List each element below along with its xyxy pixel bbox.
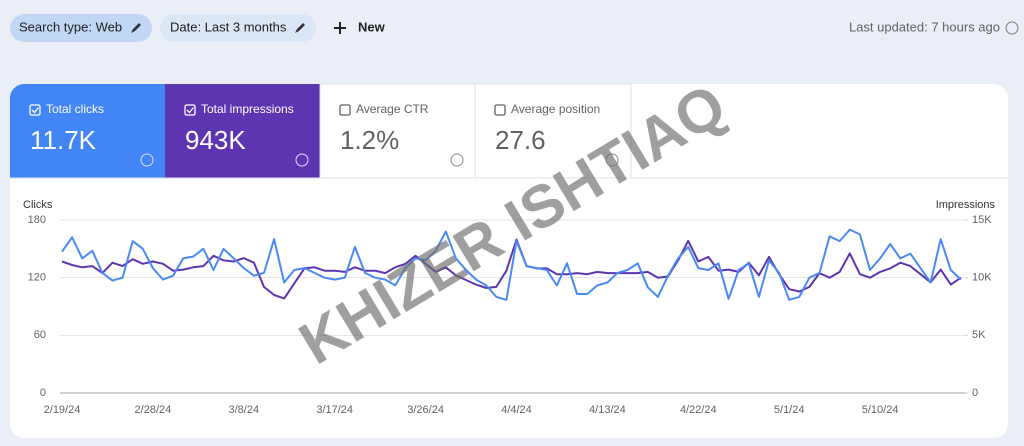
x-tick-label: 4/22/24	[680, 404, 717, 416]
card-ctr[interactable]	[319, 83, 476, 179]
x-tick-label: 3/26/24	[407, 404, 444, 416]
card-impressions[interactable]	[165, 84, 320, 178]
check-mark	[186, 107, 195, 114]
y2-tick-label: 5K	[972, 329, 986, 341]
metric-label: Average CTR	[356, 102, 429, 116]
checkbox	[494, 104, 506, 116]
last-updated: Last updated: 7 hours ago	[849, 19, 1000, 34]
checkbox	[339, 104, 351, 116]
checkbox	[29, 104, 41, 116]
card-position[interactable]	[474, 83, 632, 179]
date-chip[interactable]	[160, 14, 316, 42]
y-tick-label: 180	[28, 214, 46, 226]
metric-value: 27.6	[495, 125, 546, 155]
edit-icon	[295, 23, 305, 33]
help-icon	[295, 153, 309, 167]
x-tick-label: 5/10/24	[862, 404, 899, 416]
metric-value: 1.2%	[340, 125, 399, 155]
edit-icon	[131, 23, 141, 33]
checkbox	[184, 104, 196, 116]
metric-label: Average position	[511, 102, 600, 116]
y-tick-label: 60	[34, 329, 46, 341]
help-icon	[605, 153, 619, 167]
date-label: Date: Last 3 months	[170, 19, 287, 34]
x-tick-label: 4/13/24	[589, 404, 626, 416]
card-clicks[interactable]	[10, 84, 165, 178]
y-axis-title: Clicks	[23, 199, 53, 211]
metric-label: Total impressions	[201, 102, 294, 116]
search-type-label: Search type: Web	[19, 19, 122, 34]
y2-tick-label: 0	[972, 387, 978, 399]
y2-axis-title: Impressions	[936, 199, 996, 211]
x-tick-label: 3/8/24	[229, 404, 260, 416]
plot: 0 60 120 180 0 5K 10K 15K 2/19/24 2/28/24 3/8/24 3/…	[28, 214, 993, 416]
new-button[interactable]: New	[358, 19, 386, 34]
metric-label: Total clicks	[46, 102, 104, 116]
metric-value: 11.7K	[30, 125, 97, 155]
help-icon	[450, 153, 464, 167]
y-tick-label: 120	[28, 272, 46, 284]
x-tick-label: 3/17/24	[316, 404, 353, 416]
y-tick-label: 0	[40, 387, 46, 399]
search-type-chip[interactable]	[10, 14, 152, 42]
help-icon	[140, 153, 154, 167]
y2-tick-label: 10K	[972, 272, 992, 284]
series-line	[61, 228, 962, 301]
x-tick-label: 2/19/24	[44, 404, 81, 416]
check-mark	[31, 107, 40, 114]
series-line	[61, 238, 962, 300]
help-icon[interactable]	[1005, 21, 1019, 35]
cards: Total clicks 11.7K Total impressions 943K Av…	[29, 102, 619, 167]
x-tick-label: 4/4/24	[501, 404, 532, 416]
y2-tick-label: 15K	[972, 214, 992, 226]
x-tick-label: 5/1/24	[774, 404, 805, 416]
add-icon[interactable]	[334, 22, 346, 34]
metric-value: 943K	[185, 125, 246, 155]
x-tick-label: 2/28/24	[135, 404, 172, 416]
